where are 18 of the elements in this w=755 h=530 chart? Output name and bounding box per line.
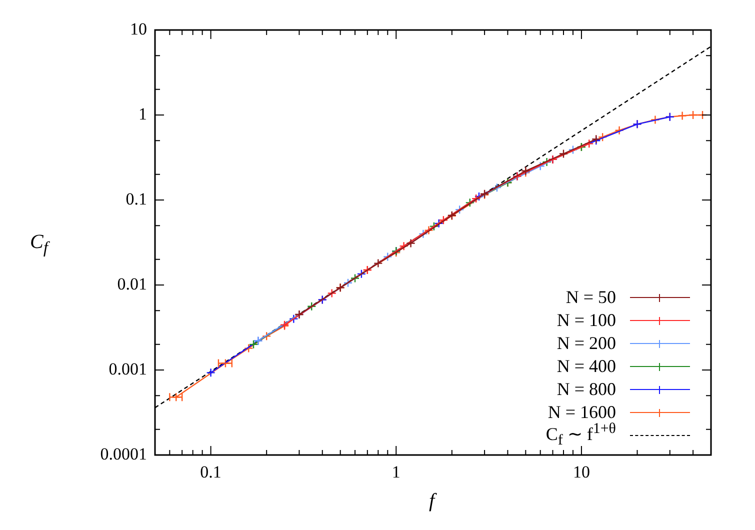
legend-label: N = 800: [556, 379, 616, 400]
legend-label: N = 200: [556, 333, 616, 354]
y-tick-label: 0.0001: [100, 444, 147, 464]
x-axis-title: f: [429, 490, 435, 513]
y-tick-label: 0.01: [117, 274, 147, 294]
x-tick-label: 1: [392, 462, 400, 482]
x-tick-label: 10: [572, 462, 590, 482]
legend-label: N = 400: [556, 356, 616, 377]
y-tick-label: 0.001: [108, 359, 147, 378]
x-tick-label: 0.1: [200, 462, 222, 482]
legend-label: N = 100: [556, 310, 616, 331]
y-axis-title: C$_{f}$: [30, 230, 48, 258]
legend-label: C$_{f}$ ∼ f$^{1+θ}$: [546, 421, 616, 450]
y-tick-label: 0.1: [126, 189, 147, 208]
legend-label: N = 50: [566, 287, 616, 308]
y-tick-label: 10: [130, 19, 147, 38]
legend-label: N = 1600: [548, 402, 616, 422]
y-tick-label: 1: [138, 104, 147, 124]
